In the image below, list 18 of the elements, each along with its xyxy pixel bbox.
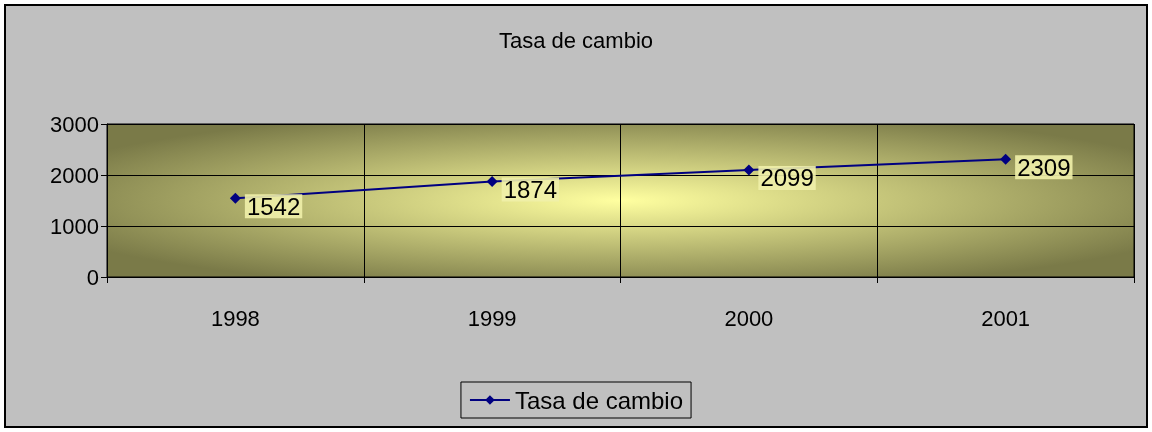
x-tick-label: 2001	[981, 305, 1031, 331]
x-tick-label: 1999	[467, 305, 517, 331]
y-tick-label: 0	[86, 264, 99, 290]
y-tick-label: 3000	[50, 111, 99, 137]
data-label: 1542	[246, 192, 301, 220]
data-label: 2309	[1017, 153, 1071, 181]
x-tick-label: 2000	[724, 305, 774, 331]
point	[1000, 153, 1012, 165]
y-tick-label: 1000	[50, 213, 99, 239]
legend-label: Tasa de cambio	[514, 386, 684, 414]
point	[743, 164, 755, 176]
y-tick-label: 2000	[50, 162, 99, 188]
chart-title: Tasa de cambio	[498, 27, 654, 53]
point	[229, 192, 241, 204]
data-label: 1874	[503, 175, 558, 203]
data-label: 2099	[760, 164, 814, 192]
x-tick-label: 1998	[210, 305, 260, 331]
point	[486, 175, 498, 187]
